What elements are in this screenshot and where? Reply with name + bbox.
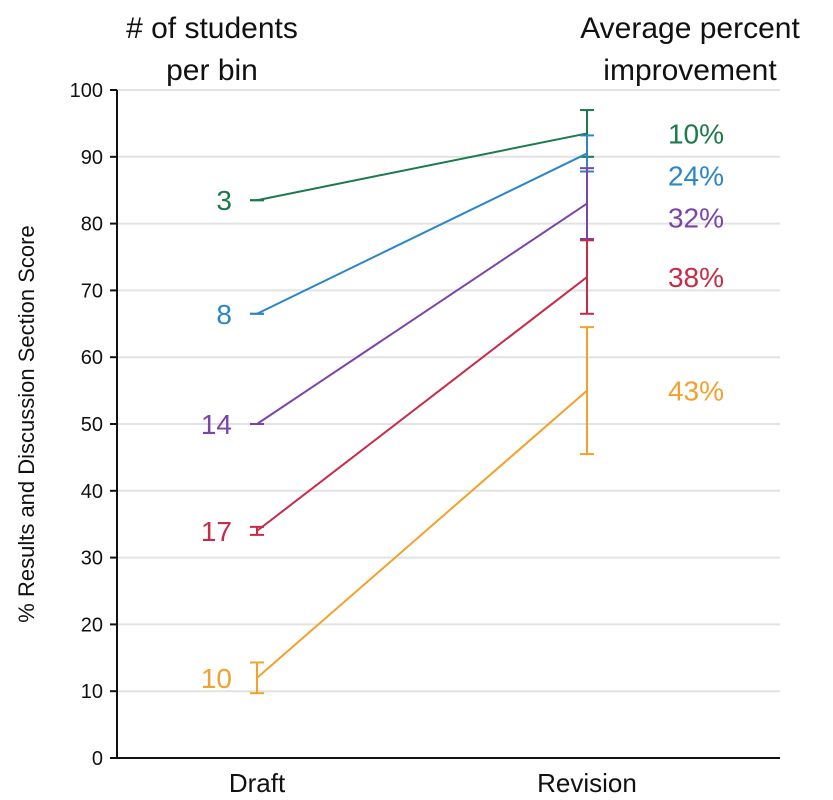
improvement-label: 43% [668, 376, 724, 407]
series-group [250, 109, 594, 695]
y-tick-label: 50 [81, 414, 103, 436]
student-count-label: 17 [201, 516, 232, 547]
student-count-label: 10 [201, 663, 232, 694]
header-left-line2: per bin [166, 54, 258, 87]
student-count-label: 14 [201, 409, 232, 440]
y-tick-label: 0 [92, 748, 103, 770]
y-tick-label: 70 [81, 280, 103, 302]
y-tick-label: 100 [70, 80, 103, 102]
series-1 [250, 134, 594, 315]
y-tick-label: 40 [81, 481, 103, 503]
series-line [256, 389, 588, 679]
y-tick-labels: 0 10 20 30 40 50 60 70 80 90 100 [70, 80, 117, 770]
student-count-label: 3 [216, 185, 232, 216]
series-3 [250, 239, 594, 536]
header-right-line1: Average percent [580, 12, 800, 45]
header-right-line2: improvement [603, 54, 777, 87]
series-4 [250, 326, 594, 695]
improvement-label: 38% [668, 262, 724, 293]
series-line [256, 202, 588, 425]
improvement-label: 24% [668, 160, 724, 191]
gridlines [117, 89, 780, 693]
y-tick-label: 30 [81, 548, 103, 570]
series-line [256, 276, 588, 532]
y-tick-label: 60 [81, 347, 103, 369]
improvement-label: 10% [668, 118, 724, 149]
y-axis-label: % Results and Discussion Section Score [14, 225, 39, 622]
x-category-label: Revision [537, 768, 637, 798]
series-line [256, 132, 588, 202]
series-labels: 3 8 14 17 10 10% 24% 32% 38% 43% [201, 118, 724, 693]
y-tick-label: 20 [81, 614, 103, 636]
series-line [256, 152, 588, 315]
series-0 [250, 109, 594, 202]
x-tick-labels: Draft Revision [229, 768, 637, 798]
student-count-label: 8 [216, 299, 232, 330]
y-tick-label: 10 [81, 681, 103, 703]
improvement-label: 32% [668, 202, 724, 233]
y-tick-label: 80 [81, 214, 103, 236]
y-tick-label: 90 [81, 147, 103, 169]
x-category-label: Draft [229, 768, 286, 798]
series-2 [250, 167, 594, 425]
header-left-line1: # of students [126, 12, 298, 45]
